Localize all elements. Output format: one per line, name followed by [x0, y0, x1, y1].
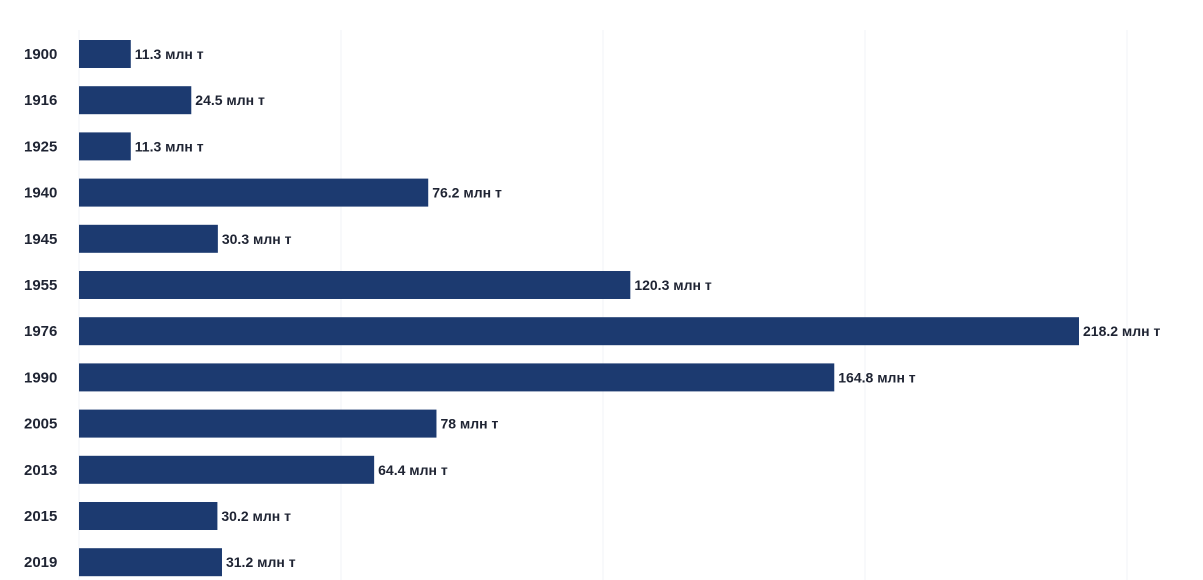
bar-1976 — [79, 317, 1079, 346]
value-label: 76.2 млн т — [432, 185, 502, 201]
bar-1925 — [79, 132, 131, 161]
bar-1955 — [79, 271, 631, 299]
category-label: 1916 — [24, 92, 57, 109]
value-label: 11.3 млн т — [135, 46, 204, 62]
category-label: 1976 — [24, 323, 57, 340]
bar-1990 — [79, 363, 835, 392]
value-label: 120.3 млн т — [634, 277, 712, 293]
value-label: 24.5 млн т — [195, 92, 265, 108]
category-label: 2019 — [24, 554, 57, 571]
value-label: 78 млн т — [440, 416, 498, 432]
category-label: 1945 — [24, 231, 57, 248]
value-label: 11.3 млн т — [135, 138, 204, 154]
bar-2005 — [79, 409, 437, 438]
category-label: 2013 — [24, 462, 57, 479]
category-label: 1900 — [24, 46, 57, 63]
bar-1940 — [79, 178, 429, 207]
value-label: 164.8 млн т — [838, 369, 916, 385]
bar-2015 — [79, 502, 218, 530]
value-label: 30.2 млн т — [221, 508, 291, 524]
bar-2019 — [79, 548, 222, 577]
bar-1916 — [79, 86, 192, 115]
value-label: 64.4 млн т — [378, 462, 448, 478]
category-label: 1990 — [24, 369, 57, 386]
category-label: 1940 — [24, 185, 57, 202]
category-label: 1925 — [24, 138, 57, 155]
value-label: 30.3 млн т — [222, 231, 292, 247]
category-label: 2015 — [24, 508, 57, 525]
bar-2013 — [79, 455, 375, 484]
bar-1945 — [79, 224, 218, 253]
value-label: 218.2 млн т — [1083, 323, 1161, 339]
category-label: 2005 — [24, 416, 57, 433]
value-label: 31.2 млн т — [226, 554, 296, 570]
category-label: 1955 — [24, 277, 57, 294]
bar-1900 — [79, 40, 131, 68]
